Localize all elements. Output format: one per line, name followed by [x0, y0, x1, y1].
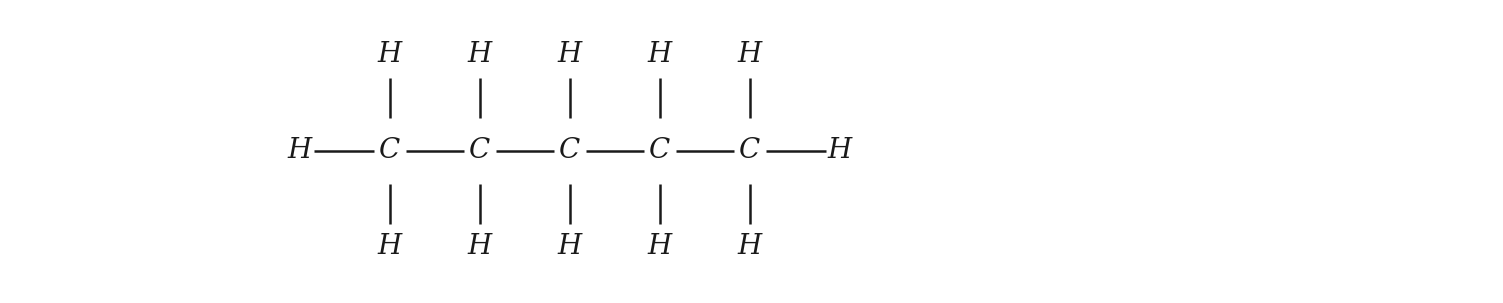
Text: H: H — [648, 234, 672, 261]
Text: H: H — [828, 138, 852, 165]
Text: H: H — [648, 42, 672, 68]
Text: C: C — [559, 138, 580, 165]
Text: C: C — [649, 138, 670, 165]
Text: H: H — [558, 42, 582, 68]
Text: H: H — [558, 234, 582, 261]
Text: H: H — [467, 42, 491, 68]
Text: H: H — [738, 42, 762, 68]
Text: H: H — [377, 42, 403, 68]
Text: H: H — [467, 234, 491, 261]
Text: H: H — [289, 138, 313, 165]
Text: H: H — [377, 234, 403, 261]
Text: C: C — [739, 138, 761, 165]
Text: H: H — [738, 234, 762, 261]
Text: C: C — [379, 138, 401, 165]
Text: C: C — [469, 138, 490, 165]
